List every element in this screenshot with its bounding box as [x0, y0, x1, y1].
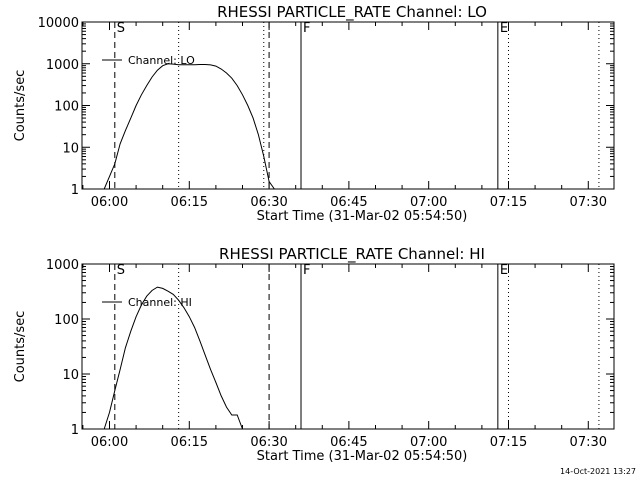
footer-timestamp: 14-Oct-2021 13:27	[560, 467, 636, 476]
x-tick-label: 07:15	[490, 435, 527, 450]
x-tick-label: 06:45	[330, 195, 367, 210]
event-marker-label: F	[303, 21, 310, 36]
chart-panel-2: RHESSI PARTICLE_RATE Channel: HI 1 10 100 10…	[13, 245, 615, 464]
y-tick-label: 10000	[38, 16, 79, 31]
x-tick-label: 06:00	[91, 195, 128, 210]
event-marker-label: E	[500, 263, 508, 278]
y-tick-label: 1000	[46, 58, 79, 73]
event-marker-label: E	[500, 21, 508, 36]
event-marker-label: F	[303, 263, 310, 278]
x-tick-label: 06:15	[171, 195, 208, 210]
chart-panel-1: RHESSI PARTICLE_RATE Channel: LO 1 10 100 10…	[13, 3, 615, 224]
x-tick-label: 07:15	[490, 195, 527, 210]
data-series-line	[103, 286, 243, 430]
x-tick-label: 06:30	[250, 435, 287, 450]
y-tick-label: 1	[71, 423, 79, 438]
x-tick-label: 06:45	[330, 435, 367, 450]
data-series-line	[103, 63, 275, 190]
x-tick-label: 06:15	[171, 435, 208, 450]
y-tick-label: 1000	[46, 258, 79, 273]
x-tick-label: 06:30	[250, 195, 287, 210]
legend-label: Channel: HI	[128, 296, 192, 309]
y-tick-label: 1	[71, 183, 79, 198]
chart-title: RHESSI PARTICLE_RATE Channel: LO	[217, 3, 487, 22]
y-tick-label: 100	[54, 100, 79, 115]
legend-label: Channel: LO	[128, 54, 195, 67]
plot-frame	[81, 263, 615, 430]
y-tick-label: 10	[62, 368, 79, 383]
event-marker-label: S	[117, 263, 125, 278]
y-tick-label: 100	[54, 313, 79, 328]
chart-title: RHESSI PARTICLE_RATE Channel: HI	[219, 245, 485, 264]
x-tick-label: 07:30	[570, 195, 607, 210]
y-tick-label: 10	[62, 141, 79, 156]
x-axis-label: Start Time (31-Mar-02 05:54:50)	[257, 209, 468, 224]
x-tick-label: 07:30	[570, 435, 607, 450]
event-marker-label: S	[117, 21, 125, 36]
y-axis-label: Counts/sec	[13, 70, 28, 142]
x-tick-label: 06:00	[91, 435, 128, 450]
x-tick-label: 07:00	[410, 435, 447, 450]
plot-frame	[81, 21, 615, 190]
y-axis-label: Counts/sec	[13, 311, 28, 383]
x-tick-label: 07:00	[410, 195, 447, 210]
x-axis-label: Start Time (31-Mar-02 05:54:50)	[257, 449, 468, 464]
